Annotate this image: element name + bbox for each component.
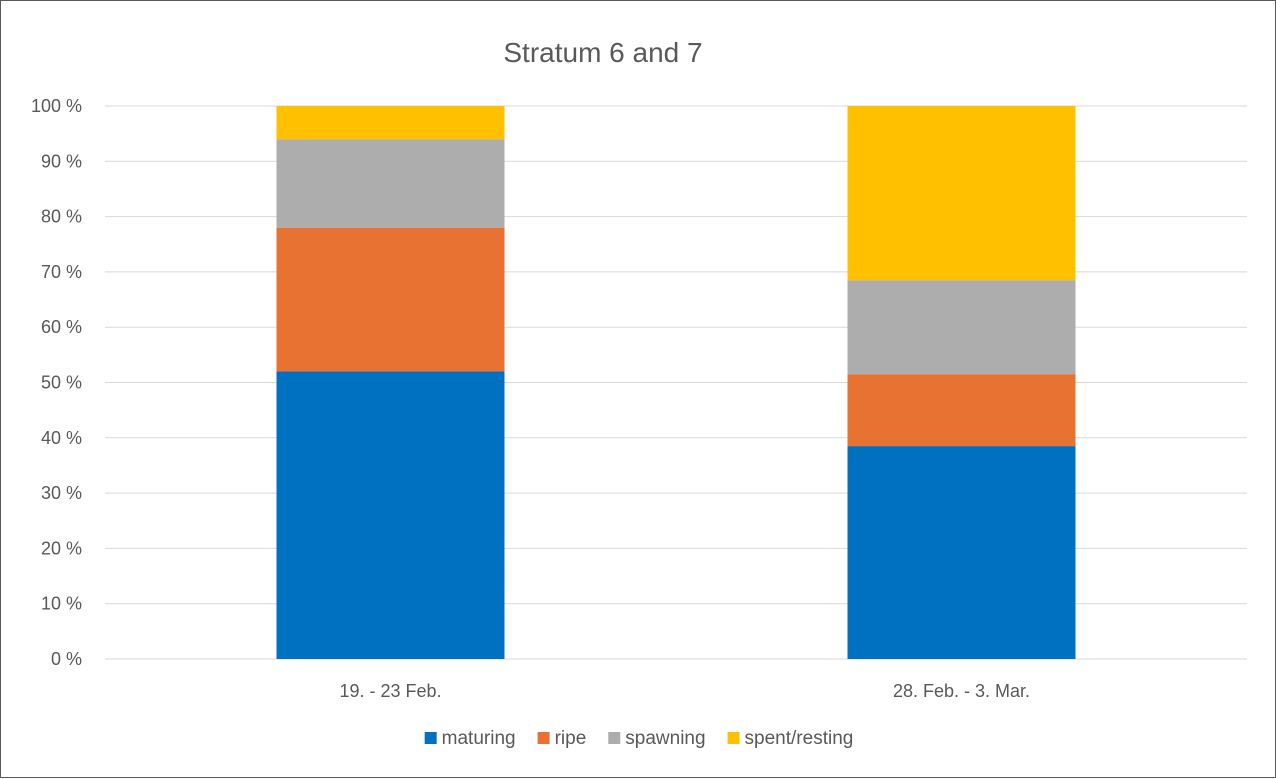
bar-segment-spawning [276, 139, 505, 228]
legend-label: ripe [555, 728, 587, 749]
y-tick-label: 70 % [41, 262, 82, 282]
legend-swatch [608, 732, 621, 744]
legend-label: spawning [625, 728, 705, 749]
legend-swatch [727, 732, 740, 744]
bars [276, 106, 1076, 659]
legend: maturing ripe spawning spent/resting [424, 728, 854, 749]
legend-label: maturing [442, 728, 516, 749]
y-tick-label: 90 % [41, 151, 82, 171]
x-axis-tick-labels: 19. - 23 Feb. 28. Feb. - 3. Mar. [339, 681, 1030, 701]
bar-segment-spawning [847, 280, 1076, 375]
y-tick-label: 50 % [41, 373, 82, 393]
chart-title: Stratum 6 and 7 [503, 37, 702, 68]
x-tick-label: 28. Feb. - 3. Mar. [893, 681, 1030, 701]
y-tick-label: 10 % [41, 594, 82, 614]
bar-segment-maturing [276, 371, 505, 659]
gridlines [105, 105, 1247, 660]
y-tick-label: 60 % [41, 317, 82, 337]
y-tick-label: 40 % [41, 428, 82, 448]
y-tick-label: 30 % [41, 483, 82, 503]
legend-swatch [537, 732, 550, 744]
y-tick-label: 100 % [31, 96, 82, 116]
y-tick-label: 0 % [51, 649, 82, 669]
bar-segment-ripe [276, 227, 505, 372]
legend-label: spent/resting [745, 728, 854, 749]
y-axis-tick-labels: 0 % 10 % 20 % 30 % 40 % 50 % 60 % 70 % 80 % 90 % 1… [31, 96, 82, 669]
bar-segment-spent-resting [276, 106, 505, 140]
y-tick-label: 80 % [41, 207, 82, 227]
y-tick-label: 20 % [41, 538, 82, 558]
bar-segment-ripe [847, 374, 1076, 447]
legend-swatch [424, 732, 437, 744]
bar-segment-spent-resting [847, 106, 1076, 281]
x-tick-label: 19. - 23 Feb. [339, 681, 441, 701]
bar-segment-maturing [847, 446, 1076, 659]
